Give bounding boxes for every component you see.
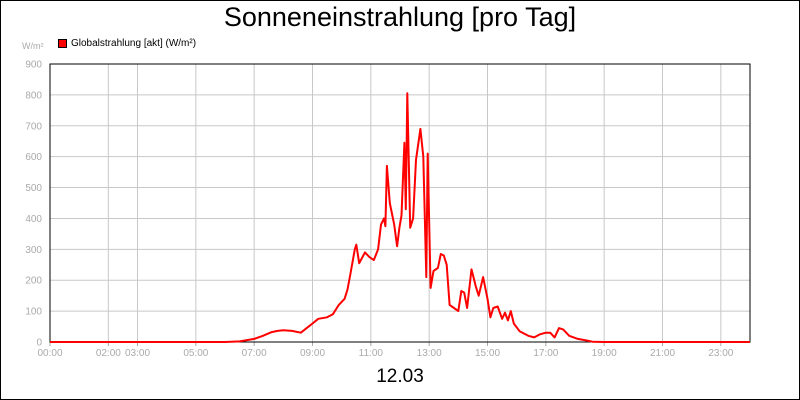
x-tick-label: 05:00 [183, 348, 208, 359]
plot-border [49, 63, 751, 343]
x-tick-label: 07:00 [242, 348, 267, 359]
x-tick-label: 21:00 [650, 348, 675, 359]
y-tick-label: 500 [25, 183, 42, 194]
y-tick-label: 600 [25, 152, 42, 163]
y-tick-label: 300 [25, 245, 42, 256]
x-tick-label: 00:00 [37, 348, 62, 359]
y-tick-label: 100 [25, 307, 42, 318]
legend-swatch [58, 39, 67, 48]
series-line [50, 92, 750, 343]
y-tick-label: 900 [25, 60, 42, 71]
y-tick-label: 0 [36, 338, 42, 349]
x-tick-label: 23:00 [708, 348, 733, 359]
legend: Globalstrahlung [akt] (W/m²) [58, 38, 196, 49]
x-tick-label: 11:00 [359, 348, 384, 359]
y-tick-label: 800 [25, 90, 42, 101]
legend-label: Globalstrahlung [akt] (W/m²) [71, 38, 197, 49]
x-tick-label: 17:00 [533, 348, 558, 359]
y-tick-label: 400 [25, 214, 42, 225]
y-tick-label: 200 [25, 276, 42, 287]
x-tick-label: 02:00 [96, 348, 121, 359]
y-axis-unit: W/m² [22, 41, 44, 51]
x-tick-label: 13:00 [417, 348, 442, 359]
x-tick-label: 09:00 [300, 348, 325, 359]
x-tick-label: 19:00 [592, 348, 617, 359]
x-tick-label: 03:00 [125, 348, 150, 359]
chart-title: Sonneneinstrahlung [pro Tag] [223, 2, 577, 32]
y-tick-label: 700 [25, 121, 42, 132]
x-tick-label: 15:00 [475, 348, 500, 359]
date-label: 12.03 [376, 366, 424, 387]
